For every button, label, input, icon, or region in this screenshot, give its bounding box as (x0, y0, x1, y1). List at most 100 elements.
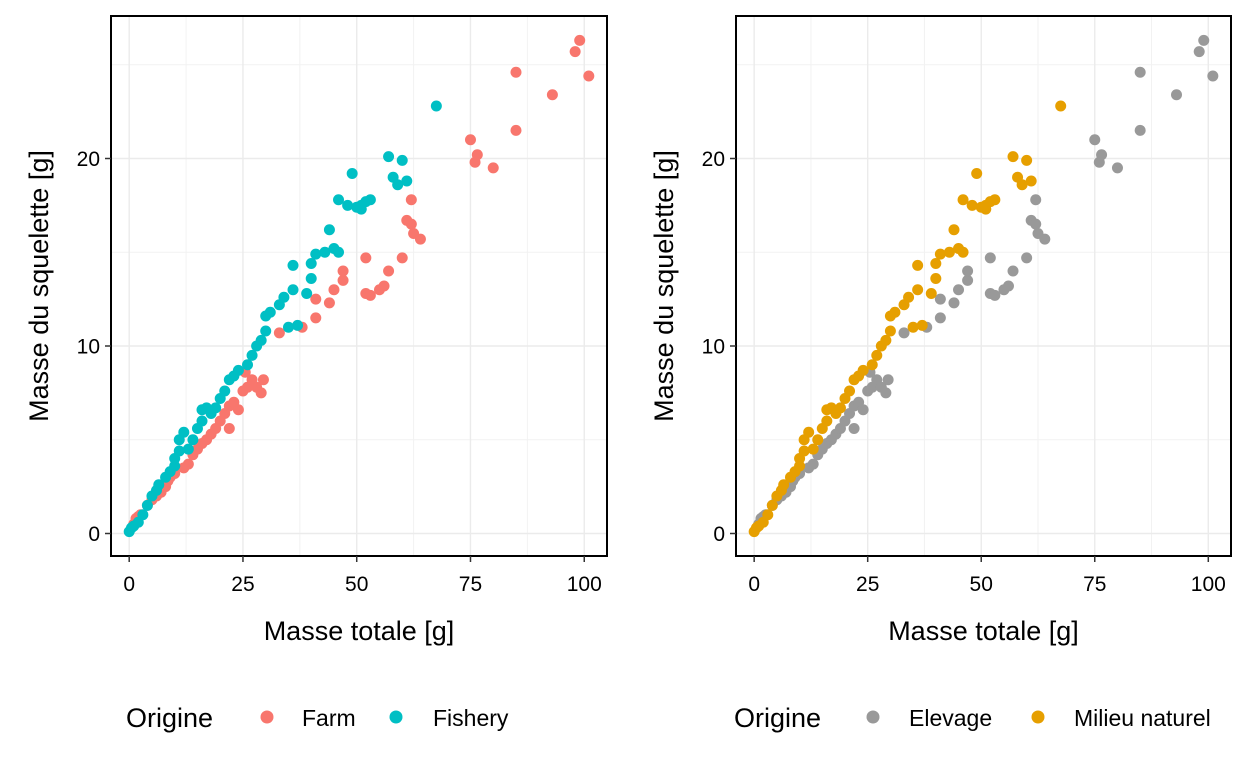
data-point (953, 284, 965, 296)
data-point (546, 89, 558, 101)
data-point (333, 246, 345, 258)
data-point (898, 327, 910, 339)
data-point (803, 426, 815, 438)
x-tick-label: 50 (345, 573, 368, 596)
data-point (912, 284, 924, 296)
x-axis: 0 25 50 75 100 (748, 556, 1226, 596)
data-point (333, 194, 345, 206)
data-point (187, 434, 199, 446)
data-point (337, 274, 349, 286)
data-point (1007, 265, 1019, 277)
legend-title: Origine (126, 703, 213, 733)
data-point (328, 284, 340, 296)
data-point (360, 252, 372, 264)
data-point (957, 194, 969, 206)
data-point (264, 306, 276, 318)
data-point (880, 387, 892, 399)
data-point (346, 168, 358, 179)
data-point (989, 194, 1001, 206)
data-point (1171, 89, 1183, 101)
legend-label: Fishery (433, 705, 509, 731)
data-point (173, 445, 185, 457)
data-point (510, 124, 522, 136)
legend-label: Elevage (909, 705, 992, 731)
data-point (1030, 218, 1042, 230)
data-point (880, 334, 892, 346)
data-point (1055, 100, 1067, 112)
legend: Origine Farm Fishery (126, 703, 509, 733)
data-point (1207, 70, 1219, 82)
data-point (583, 70, 595, 82)
x-tick-label: 100 (1191, 573, 1226, 596)
data-points (123, 34, 595, 538)
legend-key-dot (389, 710, 403, 724)
data-point (907, 321, 919, 333)
data-point (1007, 151, 1019, 163)
data-point (487, 162, 499, 174)
data-point (182, 443, 194, 455)
panel-1: 0 25 50 75 100 0 10 20 Masse totale [g] Masse du … (24, 15, 608, 733)
data-point (1193, 46, 1205, 58)
data-point (246, 349, 258, 361)
data-point (196, 415, 208, 427)
data-point (857, 364, 869, 376)
data-point (930, 273, 942, 284)
data-point (1016, 179, 1028, 191)
y-axis-title: Masse du squelette [g] (649, 150, 679, 422)
data-point (342, 199, 354, 211)
data-point (962, 274, 974, 286)
data-point (323, 297, 335, 309)
data-point (943, 246, 955, 258)
legend-label: Milieu naturel (1074, 705, 1211, 731)
data-point (287, 284, 299, 296)
data-point (141, 499, 153, 511)
data-point (430, 100, 442, 112)
data-point (260, 325, 272, 337)
data-point (925, 288, 937, 299)
data-points (748, 34, 1219, 538)
data-point (889, 306, 901, 318)
data-point (232, 364, 244, 376)
data-point (337, 265, 349, 277)
data-point (948, 224, 960, 236)
data-point (971, 168, 983, 179)
data-point (292, 319, 304, 331)
legend: Origine Elevage Milieu naturel (734, 703, 1211, 733)
data-point (471, 149, 483, 161)
data-point (310, 248, 322, 260)
data-point (934, 312, 946, 324)
data-point (884, 325, 896, 337)
data-point (766, 499, 778, 511)
y-tick-label: 20 (702, 148, 725, 171)
data-point (569, 46, 581, 58)
data-point (1021, 154, 1033, 166)
x-axis: 0 25 50 75 100 (123, 556, 602, 596)
data-point (305, 258, 317, 269)
x-tick-label: 75 (1083, 573, 1106, 596)
data-point (383, 265, 395, 277)
data-point (966, 199, 978, 211)
y-axis: 0 10 20 (702, 148, 736, 546)
data-point (1134, 66, 1146, 78)
data-point (1096, 149, 1108, 161)
data-point (137, 509, 149, 521)
data-point (223, 423, 235, 434)
data-point (844, 385, 856, 397)
data-point (319, 246, 331, 258)
data-point (916, 319, 928, 331)
x-tick-label: 75 (459, 573, 482, 596)
data-point (383, 151, 395, 163)
data-point (392, 179, 404, 191)
y-tick-label: 0 (88, 523, 100, 546)
legend-title: Origine (734, 703, 821, 733)
data-point (1134, 124, 1146, 136)
data-point (305, 273, 317, 284)
data-point (401, 175, 413, 187)
data-point (807, 458, 819, 470)
legend-key-dot (866, 710, 880, 724)
data-point (912, 259, 924, 271)
x-tick-label: 0 (748, 573, 760, 596)
data-point (414, 233, 426, 245)
